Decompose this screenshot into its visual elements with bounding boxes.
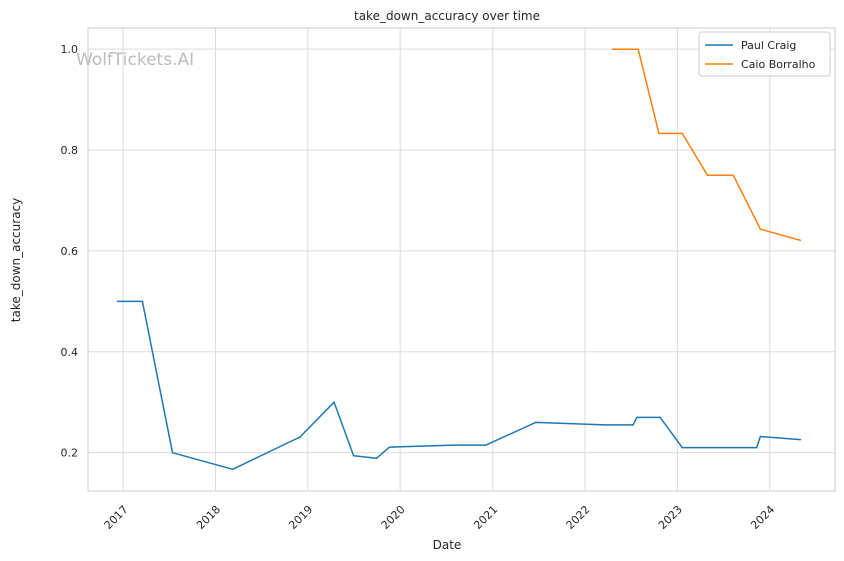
data-point-paul-craig — [759, 435, 762, 438]
data-point-paul-craig — [681, 446, 684, 449]
data-point-caio-borralho — [799, 239, 802, 242]
y-tick-label: 0.8 — [61, 144, 79, 157]
data-point-caio-borralho — [637, 48, 639, 50]
data-point-paul-craig — [453, 444, 455, 446]
data-point-paul-craig — [333, 401, 335, 404]
data-point-caio-borralho — [681, 132, 684, 135]
data-point-paul-craig — [299, 436, 301, 438]
legend-label-caio-borralho: Caio Borralho — [741, 58, 816, 71]
data-point-caio-borralho — [706, 174, 709, 177]
y-tick-label: 0.2 — [61, 447, 79, 460]
series-line-paul-craig — [117, 300, 801, 471]
data-point-paul-craig — [604, 424, 606, 426]
x-axis-label: Date — [433, 538, 462, 552]
y-tick-label: 1.0 — [61, 43, 79, 56]
series-lines — [116, 48, 802, 471]
y-tick-label: 0.4 — [61, 346, 79, 359]
data-point-caio-borralho — [611, 48, 614, 50]
series-line-caio-borralho — [612, 48, 801, 242]
data-point-paul-craig — [375, 457, 378, 460]
data-point-paul-craig — [632, 424, 634, 426]
chart-title: take_down_accuracy over time — [354, 9, 540, 23]
legend: Paul Craig Caio Borralho — [698, 31, 831, 77]
legend-label-paul-craig: Paul Craig — [741, 39, 796, 52]
data-point-paul-craig — [755, 446, 758, 449]
y-tick-label: 0.6 — [61, 245, 79, 258]
data-point-caio-borralho — [759, 228, 762, 231]
data-point-paul-craig — [659, 416, 662, 419]
data-point-paul-craig — [636, 416, 638, 419]
data-point-paul-craig — [171, 451, 174, 454]
legend-box — [698, 31, 831, 77]
data-point-paul-craig — [141, 300, 144, 303]
data-point-paul-craig — [799, 438, 802, 441]
data-point-caio-borralho — [732, 174, 735, 177]
plot-frame — [87, 27, 836, 492]
data-point-paul-craig — [485, 444, 487, 446]
data-point-paul-craig — [352, 454, 355, 457]
data-point-paul-craig — [116, 300, 119, 303]
data-point-paul-craig — [231, 468, 234, 471]
grid-lines — [88, 28, 835, 491]
data-point-paul-craig — [388, 446, 391, 448]
data-point-caio-borralho — [658, 132, 660, 135]
watermark-text: WolfTickets.AI — [76, 50, 194, 70]
y-axis-label: take_down_accuracy — [9, 198, 23, 322]
data-point-paul-craig — [534, 421, 537, 424]
